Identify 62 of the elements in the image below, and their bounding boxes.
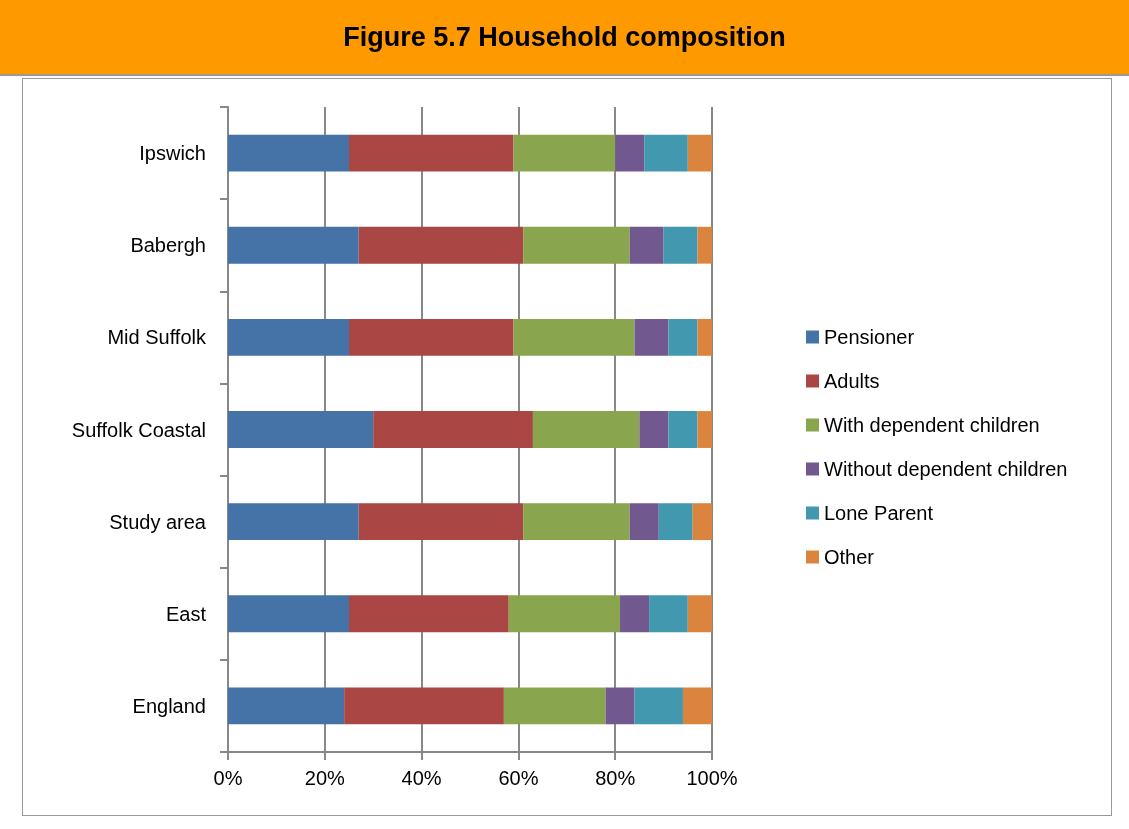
- legend-label: Without dependent children: [824, 458, 1068, 480]
- bar: [668, 411, 698, 448]
- bar: [644, 134, 688, 172]
- bar: [373, 411, 533, 448]
- bar: [228, 595, 349, 633]
- bar: [697, 318, 712, 356]
- bar: [687, 134, 712, 172]
- x-tick-label: 80%: [595, 767, 636, 789]
- bar: [349, 134, 514, 172]
- bar: [629, 503, 659, 541]
- bar: [697, 411, 712, 448]
- bar: [508, 595, 621, 633]
- bar: [523, 226, 630, 264]
- y-tick-label: Suffolk Coastal: [71, 418, 206, 441]
- bar: [349, 595, 509, 633]
- bar: [344, 687, 504, 725]
- bar: [513, 318, 635, 356]
- x-tick-label: 100%: [686, 767, 738, 789]
- x-tick-label: 40%: [401, 767, 442, 789]
- bar: [503, 687, 606, 725]
- legend-label: Other: [824, 546, 875, 568]
- x-tick-label: 60%: [498, 767, 539, 789]
- y-tick-label: Mid Suffolk: [107, 326, 207, 349]
- x-tick-label: 20%: [304, 767, 346, 789]
- bar: [228, 503, 359, 541]
- y-tick-label: England: [132, 694, 206, 717]
- legend-label: Pensioner: [824, 326, 915, 348]
- legend-label: With dependent children: [824, 414, 1040, 436]
- bar: [228, 411, 374, 448]
- bar: [692, 503, 712, 541]
- bar: [358, 503, 524, 541]
- y-tick-label: Ipswich: [139, 142, 206, 165]
- x-tick-label: 0%: [213, 767, 243, 789]
- bar: [682, 687, 712, 725]
- bar: [687, 595, 712, 633]
- bar: [634, 687, 683, 725]
- bar: [228, 134, 349, 172]
- bar: [649, 595, 688, 633]
- bar: [615, 134, 645, 172]
- bar: [668, 318, 698, 356]
- bar: [228, 318, 349, 356]
- bar: [532, 411, 640, 448]
- chart-title: Figure 5.7 Household composition: [0, 0, 1129, 76]
- bar: [697, 226, 712, 264]
- bar: [629, 226, 664, 264]
- y-tick-label: East: [165, 602, 207, 625]
- bar: [605, 687, 635, 725]
- legend-label: Lone Parent: [824, 502, 934, 524]
- y-tick-label: Babergh: [130, 234, 206, 257]
- bar: [639, 411, 669, 448]
- bar: [634, 318, 669, 356]
- bar: [658, 503, 693, 541]
- bar: [620, 595, 650, 633]
- bar: [663, 226, 698, 264]
- bar: [228, 687, 345, 725]
- y-tick-label: Study area: [109, 510, 207, 533]
- bar: [513, 134, 616, 172]
- bar: [349, 318, 514, 356]
- bar: [358, 226, 524, 264]
- bar: [523, 503, 630, 541]
- legend-label: Adults: [824, 370, 880, 392]
- bar: [228, 226, 359, 264]
